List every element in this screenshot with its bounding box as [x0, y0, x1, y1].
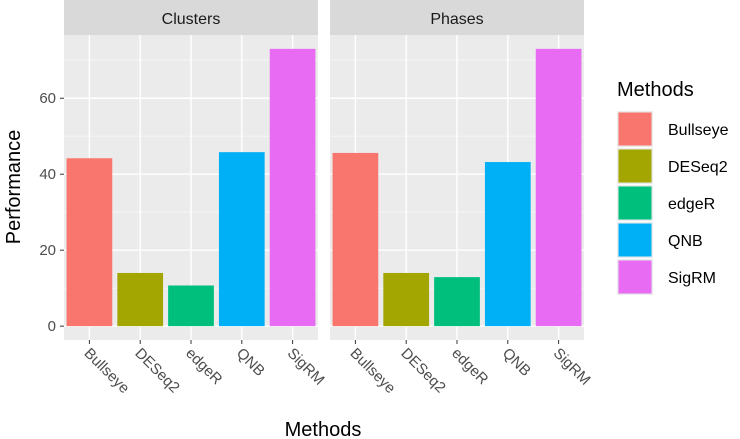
x-tick-label: edgeR: [182, 345, 225, 388]
x-tick-label: SigRM: [284, 345, 328, 389]
x-tick-label: Bullseye: [347, 345, 399, 397]
x-tick-label: QNB: [499, 345, 534, 380]
legend-label: SigRM: [668, 270, 716, 287]
bar-bullseye-clusters: [66, 158, 113, 327]
legend-item-qnb: QNB: [617, 222, 703, 258]
x-tick-label: DESeq2: [131, 345, 183, 397]
y-axis-title: Performance: [3, 130, 25, 245]
x-axis-title: Methods: [285, 419, 362, 439]
facet-strip: [330, 0, 584, 35]
bar-edger-phases: [434, 277, 480, 327]
legend-label: Bullseye: [668, 122, 729, 139]
legend-swatch: [618, 260, 652, 294]
bar-sigrm-clusters: [269, 48, 316, 327]
facet-label: Clusters: [162, 11, 221, 28]
legend-swatch: [618, 149, 652, 183]
legend-swatch: [618, 112, 652, 146]
legend: Methods Bullseye DESeq2 edgeR QNB SigRM: [617, 79, 729, 295]
legend-swatch: [618, 186, 652, 220]
legend-item-deseq2: DESeq2: [617, 148, 728, 184]
y-axis: 0 20 40 60: [39, 90, 64, 335]
bar-sigrm-phases: [535, 48, 582, 327]
x-tick-label: QNB: [233, 345, 268, 380]
y-tick-label: 60: [39, 90, 56, 107]
y-tick-label: 40: [39, 166, 56, 183]
x-tick-label: SigRM: [550, 345, 594, 389]
x-tick-label: edgeR: [448, 345, 491, 388]
legend-item-bullseye: Bullseye: [617, 111, 729, 147]
bar-qnb-clusters: [218, 152, 265, 327]
panel-clusters: Clusters: [64, 0, 318, 340]
bar-deseq2-phases: [383, 272, 430, 327]
legend-item-edger: edgeR: [617, 185, 715, 221]
y-tick-label: 0: [48, 318, 56, 335]
bar-edger-clusters: [168, 285, 214, 327]
x-tick-label: DESeq2: [397, 345, 449, 397]
facet-label: Phases: [430, 11, 483, 28]
panels: Clusters Phases: [64, 0, 584, 340]
facet-strip: [64, 0, 318, 35]
legend-swatch: [618, 223, 652, 257]
legend-label: QNB: [668, 233, 703, 250]
legend-label: DESeq2: [668, 159, 728, 176]
panel-phases: Phases: [330, 0, 584, 340]
legend-item-sigrm: SigRM: [617, 259, 716, 295]
bar-qnb-phases: [484, 162, 531, 327]
y-tick-label: 20: [39, 242, 56, 259]
bar-deseq2-clusters: [117, 272, 164, 327]
legend-title: Methods: [617, 79, 694, 101]
legend-label: edgeR: [668, 196, 715, 213]
bar-bullseye-phases: [332, 152, 379, 327]
x-tick-label: Bullseye: [81, 345, 133, 397]
